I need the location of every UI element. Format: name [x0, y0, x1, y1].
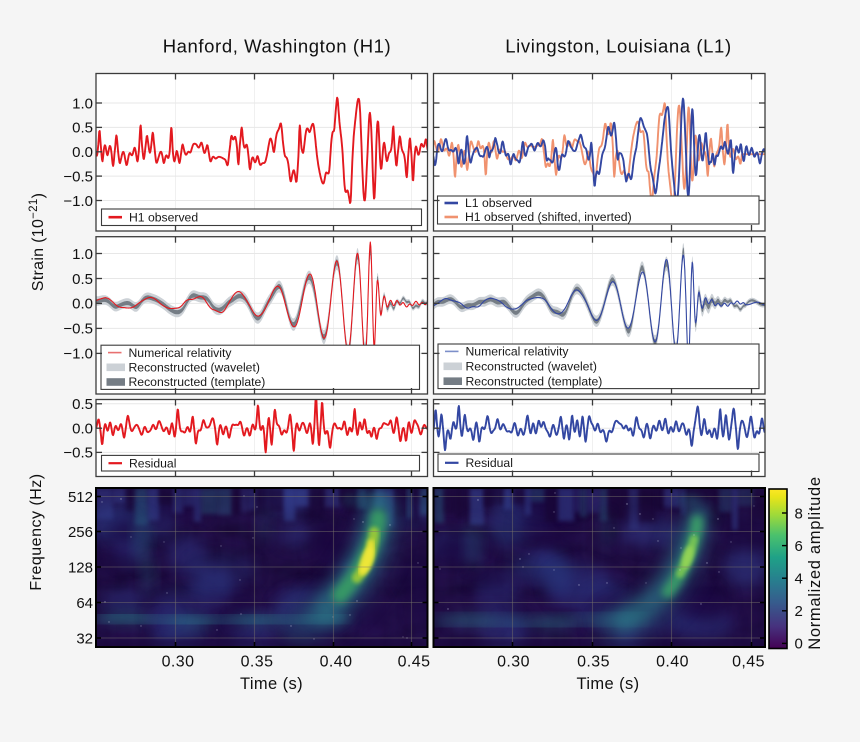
svg-text:H1 observed (shifted, inverted: H1 observed (shifted, inverted) [465, 210, 632, 224]
svg-text:Time (s): Time (s) [240, 675, 303, 693]
svg-text:Reconstructed (wavelet): Reconstructed (wavelet) [129, 361, 260, 375]
svg-text:0.40: 0.40 [320, 654, 353, 671]
svg-text:−0.5: −0.5 [63, 445, 93, 462]
svg-text:0.0: 0.0 [72, 296, 93, 313]
svg-text:1.0: 1.0 [72, 246, 93, 263]
svg-text:0.35: 0.35 [241, 654, 274, 671]
svg-text:H1 observed: H1 observed [129, 210, 198, 224]
svg-text:512: 512 [68, 489, 93, 506]
svg-text:0.5: 0.5 [72, 396, 93, 413]
svg-text:128: 128 [68, 559, 93, 576]
svg-text:256: 256 [68, 524, 93, 541]
svg-text:0: 0 [795, 636, 803, 653]
svg-text:−0.5: −0.5 [63, 321, 93, 338]
svg-text:0.35: 0.35 [577, 654, 610, 671]
svg-text:2: 2 [795, 603, 803, 620]
svg-text:Numerical relativity: Numerical relativity [466, 345, 570, 359]
svg-text:0.0: 0.0 [72, 144, 93, 161]
svg-text:Numerical relativity: Numerical relativity [129, 346, 233, 360]
svg-text:0.5: 0.5 [72, 120, 93, 137]
svg-text:0.40: 0.40 [656, 654, 689, 671]
svg-text:Reconstructed (wavelet): Reconstructed (wavelet) [466, 360, 597, 374]
svg-text:0.0: 0.0 [72, 421, 93, 438]
svg-text:32: 32 [76, 630, 93, 647]
svg-text:0.5: 0.5 [72, 271, 93, 288]
svg-text:Normalized amplitude: Normalized amplitude [806, 476, 824, 650]
svg-text:−1.0: −1.0 [63, 346, 93, 363]
svg-text:0.30: 0.30 [497, 654, 530, 671]
svg-text:64: 64 [76, 595, 93, 612]
svg-text:Frequency (Hz): Frequency (Hz) [28, 473, 45, 590]
svg-text:Time (s): Time (s) [576, 675, 639, 693]
svg-text:Hanford, Washington (H1): Hanford, Washington (H1) [163, 36, 392, 57]
svg-text:8: 8 [795, 505, 803, 522]
svg-text:Residual: Residual [129, 456, 176, 470]
svg-text:Livingston, Louisiana (L1): Livingston, Louisiana (L1) [505, 36, 731, 57]
svg-text:0.30: 0.30 [162, 654, 195, 671]
svg-text:L1 observed: L1 observed [465, 196, 532, 210]
svg-text:−0.5: −0.5 [63, 168, 93, 185]
svg-text:Residual: Residual [466, 456, 513, 470]
svg-text:Reconstructed (template): Reconstructed (template) [129, 375, 266, 389]
svg-text:0.45: 0.45 [398, 654, 431, 671]
svg-text:Reconstructed (template): Reconstructed (template) [466, 374, 603, 388]
svg-text:0,45: 0,45 [732, 654, 765, 671]
svg-text:4: 4 [795, 571, 803, 588]
svg-text:6: 6 [795, 538, 803, 555]
svg-text:1.0: 1.0 [72, 95, 93, 112]
svg-text:−1.0: −1.0 [63, 193, 93, 210]
